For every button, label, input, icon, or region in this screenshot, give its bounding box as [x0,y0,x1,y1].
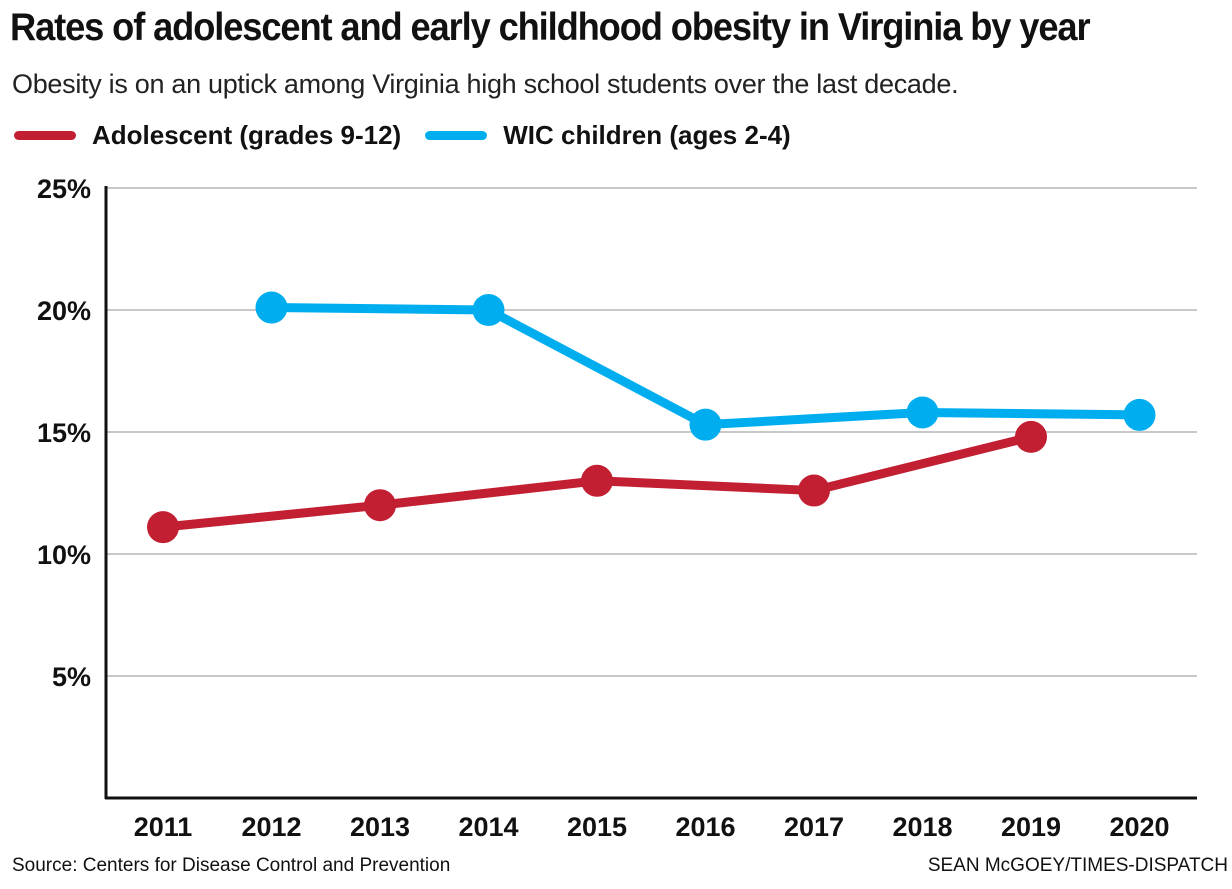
data-point-wic-2012 [255,291,288,324]
legend-swatch-wic [425,130,488,140]
y-tick-label: 5% [52,662,91,692]
data-point-wic-2014 [472,294,505,326]
y-tick-label: 20% [37,296,91,326]
x-tick-label: 2015 [567,812,627,842]
legend-label-wic: WIC children (ages 2-4) [503,119,791,150]
data-point-adolescent-2017 [798,474,830,507]
x-tick-label: 2013 [350,812,410,842]
chart-title: Rates of adolescent and early childhood … [10,6,1091,49]
x-tick-label: 2012 [241,812,301,842]
x-tick-label: 2016 [675,812,735,842]
y-tick-label: 25% [37,174,91,204]
legend-item-wic: WIC children (ages 2-4) [425,120,791,151]
x-tick-label: 2020 [1109,812,1169,842]
data-point-adolescent-2011 [147,511,179,544]
x-tick-label: 2014 [458,812,518,842]
credit-note: SEAN McGOEY/TIMES-DISPATCH [927,855,1228,876]
legend: Adolescent (grades 9-12) WIC children (a… [14,117,815,153]
x-tick-label: 2018 [892,812,952,842]
data-point-adolescent-2015 [581,464,613,497]
x-tick-label: 2017 [784,812,844,842]
data-point-adolescent-2013 [364,489,396,522]
legend-label-adolescent: Adolescent (grades 9-12) [92,119,402,150]
data-point-wic-2016 [689,408,722,441]
series-line-wic [267,303,1144,430]
data-point-wic-2020 [1123,398,1156,431]
data-point-adolescent-2019 [1015,420,1047,453]
y-tick-label: 15% [37,418,91,448]
chart-subtitle: Obesity is on an uptick among Virginia h… [12,69,959,99]
x-tick-label: 2011 [134,812,193,842]
source-note: Source: Centers for Disease Control and … [12,855,451,876]
legend-item-adolescent: Adolescent (grades 9-12) [14,120,401,151]
legend-swatch-adolescent [14,130,76,140]
x-tick-label: 2019 [1001,812,1061,842]
y-tick-label: 10% [37,540,91,570]
data-point-wic-2018 [906,396,939,429]
